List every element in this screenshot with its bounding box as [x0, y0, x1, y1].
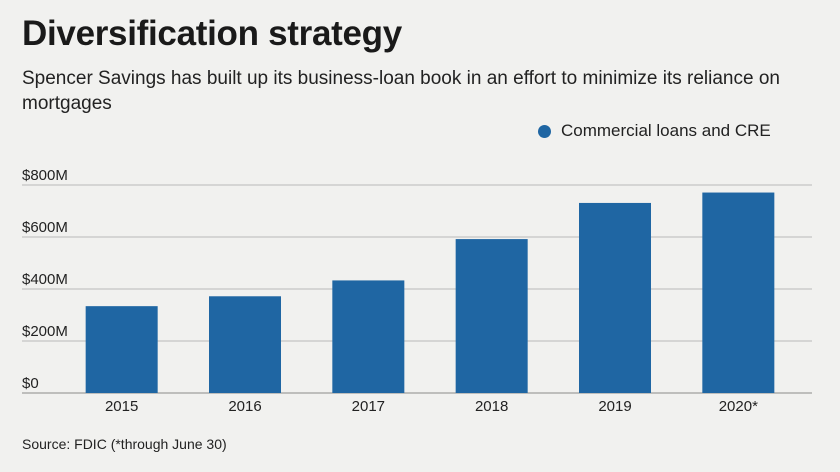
- x-tick-label: 2018: [475, 398, 508, 415]
- bar: [455, 239, 528, 393]
- bar: [85, 306, 158, 393]
- y-tick-label: $0: [22, 375, 39, 392]
- x-tick-label: 2016: [228, 398, 261, 415]
- bar: [209, 296, 281, 393]
- y-tick-label: $600M: [22, 219, 68, 236]
- bar: [702, 192, 775, 393]
- x-tick-label: 2019: [598, 398, 631, 415]
- chart-title: Diversification strategy: [22, 14, 402, 53]
- legend-swatch-icon: [538, 124, 551, 138]
- chart-subtitle: Spencer Savings has built up its busines…: [22, 68, 780, 114]
- x-tick-label: 2020*: [719, 398, 758, 415]
- x-tick-label: 2015: [105, 398, 138, 415]
- source-note: Source: FDIC (*through June 30): [22, 436, 227, 452]
- y-tick-label: $200M: [22, 323, 68, 340]
- bar: [332, 280, 405, 393]
- legend-label: Commercial loans and CRE: [561, 121, 771, 140]
- bar: [579, 202, 651, 393]
- legend: Commercial loans and CRE: [538, 121, 771, 141]
- y-tick-label: $400M: [22, 271, 68, 288]
- x-tick-label: 2017: [352, 398, 385, 415]
- y-tick-label: $800M: [22, 167, 68, 184]
